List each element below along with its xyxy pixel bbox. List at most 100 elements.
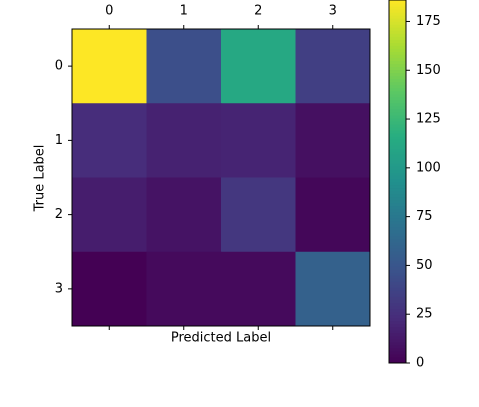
colorbar-segment	[389, 57, 406, 61]
cell	[146, 29, 222, 104]
colorbar-segment	[389, 305, 406, 310]
cell	[72, 103, 147, 178]
colorbar-segment	[389, 214, 406, 219]
cell	[146, 177, 222, 253]
plot-frame	[71, 28, 371, 327]
colorbar-segment	[389, 78, 406, 83]
colorbar-segment	[389, 281, 406, 285]
colorbar-segment	[389, 54, 406, 58]
colorbar-segment	[389, 163, 406, 167]
colorbar-segment	[389, 229, 406, 234]
cell	[221, 103, 296, 178]
colorbar-segment	[389, 202, 406, 207]
colorbar-segment	[389, 299, 406, 303]
cell	[72, 29, 147, 104]
colorbar-segment	[389, 211, 406, 216]
colorbar-segment	[389, 102, 406, 107]
colorbar-segment	[389, 311, 406, 316]
colorbar-segment	[389, 90, 406, 95]
colorbar-segment	[389, 3, 406, 7]
colorbar-segment	[389, 208, 406, 213]
x-axis-label: Predicted Label	[171, 331, 271, 346]
colorbar-segment	[389, 39, 406, 43]
colorbar-segment	[389, 326, 406, 331]
colorbar-segment	[389, 320, 406, 325]
colorbar-segment	[389, 105, 406, 110]
cell	[221, 251, 296, 327]
cell	[295, 103, 371, 178]
colorbar-segment	[389, 308, 406, 313]
colorbar-segment	[389, 266, 406, 270]
colorbar-segment	[389, 9, 406, 13]
y-axis-label: True Label	[33, 145, 48, 213]
colorbar-segment	[389, 160, 406, 164]
colorbar-segment	[389, 314, 406, 319]
colorbar-segment	[389, 242, 406, 246]
colorbar-segment	[389, 184, 406, 189]
colorbar-tick-label: 125	[416, 112, 441, 127]
colorbar-tick-label: 175	[416, 14, 441, 29]
colorbar-segment	[389, 317, 406, 322]
colorbar-segment	[389, 48, 406, 52]
colorbar-segment	[389, 166, 406, 170]
colorbar-segment	[389, 12, 406, 16]
colorbar-segment	[389, 335, 406, 340]
colorbar-segment	[389, 18, 406, 22]
colorbar-tick-label: 50	[416, 258, 433, 273]
cell	[221, 177, 296, 253]
colorbar-segment	[389, 278, 406, 282]
colorbar-segment	[389, 124, 406, 128]
colorbar-segment	[389, 254, 406, 258]
colorbar-segment	[389, 223, 406, 228]
colorbar-segment	[389, 172, 406, 176]
colorbar-segment	[389, 263, 406, 267]
colorbar-segment	[389, 287, 406, 291]
colorbar-segment	[389, 142, 406, 146]
colorbar-segment	[389, 353, 406, 358]
colorbar-segment	[389, 75, 406, 80]
cell	[221, 29, 296, 104]
colorbar-segment	[389, 45, 406, 49]
colorbar-segment	[389, 235, 406, 240]
colorbar-segment	[389, 42, 406, 46]
colorbar-tick-label: 150	[416, 63, 441, 78]
colorbar-segment	[389, 157, 406, 161]
cell	[146, 103, 222, 178]
x-tick-label: 1	[180, 4, 188, 19]
colorbar-segment	[389, 272, 406, 276]
cell	[72, 251, 147, 327]
colorbar-segment	[389, 99, 406, 104]
colorbar-segment	[389, 187, 406, 192]
colorbar-segment	[389, 15, 406, 19]
colorbar-segment	[389, 220, 406, 225]
colorbar-segment	[389, 60, 406, 65]
colorbar-segment	[389, 338, 406, 343]
colorbar-segment	[389, 84, 406, 89]
colorbar-segment	[389, 148, 406, 152]
colorbar-segment	[389, 284, 406, 288]
colorbar-frame	[388, 0, 407, 364]
colorbar-segment	[389, 181, 406, 186]
colorbar-segment	[389, 154, 406, 158]
y-tick-label: 3	[55, 281, 63, 296]
colorbar-segment	[389, 33, 406, 37]
colorbar-segment	[389, 347, 406, 352]
colorbar-segment	[389, 359, 406, 364]
colorbar-segment	[389, 290, 406, 294]
colorbar-segment	[389, 217, 406, 222]
colorbar-segment	[389, 257, 406, 261]
colorbar-segment	[389, 350, 406, 355]
colorbar-segment	[389, 96, 406, 101]
colorbar-segment	[389, 178, 406, 182]
colorbar-segment	[389, 63, 406, 68]
colorbar-segment	[389, 139, 406, 143]
colorbar-segment	[389, 199, 406, 204]
colorbar-segment	[389, 121, 406, 125]
colorbar-segment	[389, 356, 406, 361]
colorbar-segment	[389, 69, 406, 74]
colorbar-segment	[389, 245, 406, 249]
colorbar-segment	[389, 145, 406, 149]
colorbar-segment	[389, 323, 406, 328]
colorbar-segment	[389, 51, 406, 55]
colorbar-tick-label: 75	[416, 209, 433, 224]
